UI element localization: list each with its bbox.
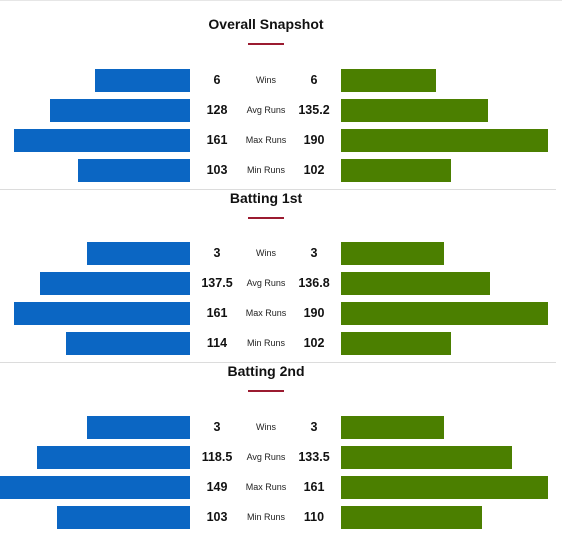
team1-bar xyxy=(87,242,190,265)
team1-bar xyxy=(78,159,190,182)
team1-bar xyxy=(50,99,190,122)
stat-row-avg-runs: 137.5 Avg Runs 136.8 xyxy=(0,272,562,295)
team2-value: 136.8 xyxy=(298,276,330,290)
stat-row-min-runs: 114 Min Runs 102 xyxy=(0,332,562,355)
team1-bar xyxy=(14,129,190,152)
team2-value: 6 xyxy=(310,73,318,87)
team2-bar xyxy=(341,159,451,182)
stat-row-avg-runs: 128 Avg Runs 135.2 xyxy=(0,99,562,122)
team1-bar xyxy=(14,302,190,325)
team1-bar xyxy=(37,446,190,469)
stat-label: Min Runs xyxy=(246,512,285,522)
team2-bar xyxy=(341,242,444,265)
top-border xyxy=(0,0,562,1)
team1-value: 3 xyxy=(213,420,221,434)
stat-row-wins: 6 Wins 6 xyxy=(0,69,562,92)
section-divider xyxy=(0,189,556,190)
team2-value: 190 xyxy=(303,306,325,320)
team2-bar xyxy=(341,302,548,325)
section-title: Overall Snapshot xyxy=(208,16,324,32)
title-underline xyxy=(248,390,284,392)
team2-bar xyxy=(341,332,451,355)
stat-label: Min Runs xyxy=(246,338,285,348)
stat-label: Max Runs xyxy=(245,308,287,318)
team1-value: 137.5 xyxy=(201,276,233,290)
title-underline xyxy=(248,43,284,45)
team2-bar xyxy=(341,506,482,529)
stat-label: Max Runs xyxy=(245,135,287,145)
stat-label: Min Runs xyxy=(246,165,285,175)
team2-value: 3 xyxy=(310,420,318,434)
title-underline xyxy=(248,217,284,219)
team2-bar xyxy=(341,99,488,122)
stat-label: Avg Runs xyxy=(246,278,286,288)
team1-bar xyxy=(0,476,190,499)
team2-value: 3 xyxy=(310,246,318,260)
section-divider xyxy=(0,362,556,363)
team2-value: 133.5 xyxy=(298,450,330,464)
team1-value: 161 xyxy=(206,306,228,320)
team2-bar xyxy=(341,69,436,92)
stat-label: Max Runs xyxy=(245,482,287,492)
team2-bar xyxy=(341,272,490,295)
section-title: Batting 2nd xyxy=(227,363,305,379)
team1-value: 3 xyxy=(213,246,221,260)
stat-label: Avg Runs xyxy=(246,452,286,462)
stat-row-min-runs: 103 Min Runs 102 xyxy=(0,159,562,182)
team1-value: 149 xyxy=(206,480,228,494)
stat-row-max-runs: 149 Max Runs 161 xyxy=(0,476,562,499)
team1-value: 103 xyxy=(206,163,228,177)
team1-bar xyxy=(40,272,190,295)
team1-value: 6 xyxy=(213,73,221,87)
team1-bar xyxy=(66,332,190,355)
team1-bar xyxy=(95,69,190,92)
stat-row-wins: 3 Wins 3 xyxy=(0,242,562,265)
stat-label: Avg Runs xyxy=(246,105,286,115)
team1-value: 103 xyxy=(206,510,228,524)
stat-row-wins: 3 Wins 3 xyxy=(0,416,562,439)
team1-value: 128 xyxy=(206,103,228,117)
section-title: Batting 1st xyxy=(229,190,303,206)
team1-value: 118.5 xyxy=(201,450,233,464)
stat-row-min-runs: 103 Min Runs 110 xyxy=(0,506,562,529)
team2-bar xyxy=(341,416,444,439)
team1-value: 114 xyxy=(206,336,228,350)
team2-value: 135.2 xyxy=(298,103,330,117)
team2-value: 161 xyxy=(303,480,325,494)
team1-bar xyxy=(57,506,190,529)
team2-value: 102 xyxy=(303,336,325,350)
team2-value: 110 xyxy=(303,510,325,524)
stat-row-max-runs: 161 Max Runs 190 xyxy=(0,302,562,325)
stat-row-avg-runs: 118.5 Avg Runs 133.5 xyxy=(0,446,562,469)
stat-label: Wins xyxy=(256,75,276,85)
team2-bar xyxy=(341,129,548,152)
team2-value: 190 xyxy=(303,133,325,147)
stat-label: Wins xyxy=(256,422,276,432)
team2-bar xyxy=(341,446,512,469)
team1-bar xyxy=(87,416,190,439)
stat-label: Wins xyxy=(256,248,276,258)
stat-row-max-runs: 161 Max Runs 190 xyxy=(0,129,562,152)
team2-bar xyxy=(341,476,548,499)
team1-value: 161 xyxy=(206,133,228,147)
team2-value: 102 xyxy=(303,163,325,177)
